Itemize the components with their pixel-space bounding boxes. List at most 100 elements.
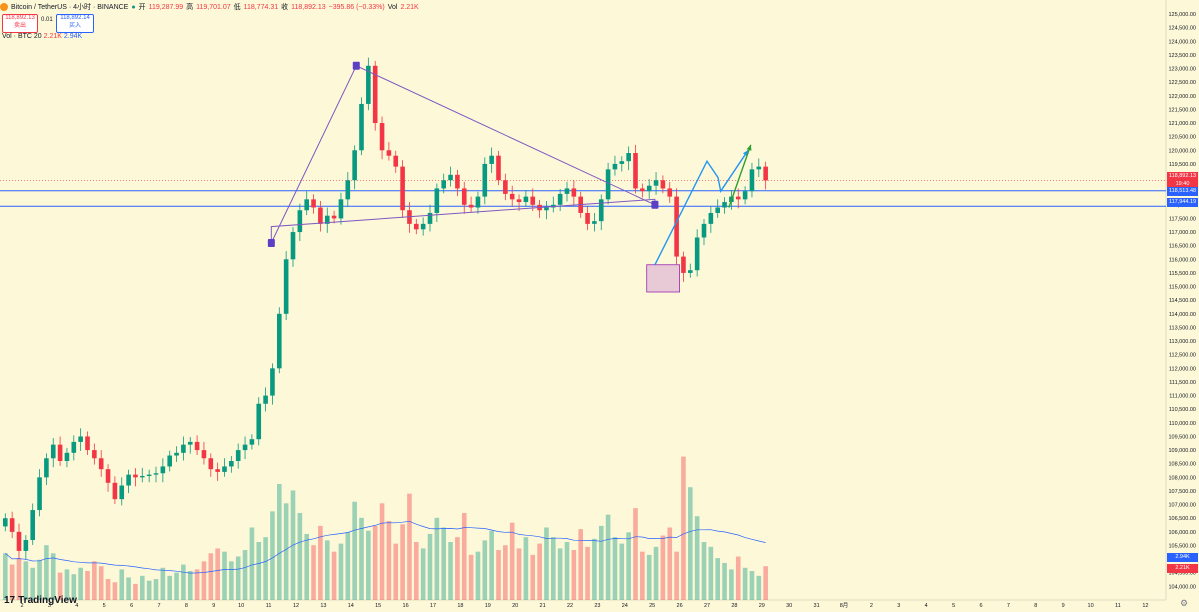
candle-body: [359, 103, 364, 151]
candle-body: [489, 155, 494, 164]
candle-body: [660, 180, 666, 189]
candle-body: [688, 270, 693, 273]
candle-body: [311, 199, 316, 208]
price-tick-label: 107,000.00: [1168, 503, 1196, 509]
projection-arrow-blue: [654, 149, 749, 266]
candle-body: [64, 452, 70, 461]
candle-body: [701, 223, 707, 238]
time-tick-label: 24: [622, 603, 628, 609]
volume-bar: [516, 548, 522, 600]
volume-bar: [85, 571, 90, 600]
price-tick-label: 104,000.00: [1168, 584, 1196, 590]
price-tick-label: 111,500.00: [1169, 380, 1196, 386]
candle-body: [749, 169, 755, 192]
price-tick-label: 123,000.00: [1168, 67, 1196, 73]
candle-body: [78, 436, 83, 442]
candle-body: [633, 153, 638, 189]
volume-bar: [249, 527, 255, 600]
time-tick-label: 4: [75, 603, 78, 609]
volume-bar: [619, 543, 625, 600]
pattern-point-marker: [352, 61, 360, 70]
volume-ma-line: [5, 520, 766, 574]
candles: [3, 57, 768, 560]
brand-name: TradingView: [18, 595, 77, 606]
time-tick-label: 28: [731, 603, 737, 609]
candle-body: [92, 450, 97, 459]
volume-bar: [729, 569, 734, 600]
volume-ma-label: 2.94K: [1167, 553, 1198, 562]
time-tick-label: 8月: [840, 602, 849, 609]
candle-body: [516, 199, 522, 203]
candle-body: [694, 237, 700, 271]
high-label: 高: [186, 4, 194, 11]
volume-bar: [551, 537, 556, 600]
tradingview-logo[interactable]: 17 TradingView: [4, 595, 77, 606]
time-tick-label: 5: [952, 603, 955, 609]
time-tick-label: 7: [1007, 603, 1010, 609]
candle-body: [427, 212, 433, 224]
tradingview-icon: 17: [4, 595, 16, 606]
spread-value: 0.01: [41, 17, 53, 23]
volume-legend: Vol · BTC 20 2.21K 2.94K: [2, 33, 82, 40]
candle-body: [187, 441, 193, 445]
candle-body: [44, 458, 49, 478]
pattern-point-marker: [651, 200, 659, 209]
candle-body: [708, 212, 714, 224]
time-tick-label: 12: [293, 603, 299, 609]
volume-bar: [420, 548, 426, 600]
volume-bar: [229, 561, 234, 600]
buy-price: 118,892.14: [60, 15, 90, 21]
candle-body: [133, 474, 138, 478]
candle-body: [242, 444, 248, 451]
candle-body: [386, 150, 392, 156]
candle-body: [263, 395, 268, 404]
volume-bar: [71, 574, 77, 600]
volume-bar: [475, 551, 481, 600]
status-dot-icon: ●: [131, 3, 136, 11]
bitcoin-icon: [0, 3, 8, 11]
candle-body: [249, 439, 255, 445]
candle-body: [174, 452, 179, 456]
volume-bar: [181, 564, 186, 600]
candle-body: [50, 444, 56, 459]
volume-bar: [633, 508, 638, 600]
candle-body: [496, 155, 501, 181]
vol-label: Vol: [387, 3, 398, 11]
time-tick-label: 20: [512, 603, 518, 609]
volume-bar: [434, 517, 440, 600]
volume-bar: [523, 537, 529, 600]
price-tick-label: 117,000.00: [1169, 230, 1196, 236]
close-label: 收: [281, 4, 289, 11]
candle-body: [372, 65, 378, 124]
sell-button[interactable]: 118,892.13 卖出: [2, 14, 38, 33]
time-tick-label: 11: [266, 603, 272, 609]
volume-bar: [503, 545, 508, 600]
price-tick-label: 109,000.00: [1168, 448, 1196, 454]
volume-bar: [187, 571, 193, 600]
volume-bar: [215, 548, 220, 600]
time-tick-label: 5: [103, 603, 106, 609]
volume-bar: [133, 583, 138, 600]
symbol-title[interactable]: Bitcoin / TetherUS · 4小时 · BINANCE: [11, 4, 129, 11]
legend-header: Bitcoin / TetherUS · 4小时 · BINANCE ● 开 11…: [0, 0, 422, 14]
volume-bar: [688, 487, 693, 600]
candle-body: [331, 215, 337, 219]
candle-body: [626, 153, 631, 162]
countdown: 19:40: [1175, 181, 1190, 187]
buy-button[interactable]: 118,892.14 买入: [56, 14, 94, 33]
volume-bar: [44, 545, 49, 600]
volume-bar: [242, 550, 248, 600]
volume-legend-label: Vol · BTC 20: [2, 33, 42, 40]
current-price: 118,892.13: [1168, 173, 1197, 179]
candle-body: [448, 174, 453, 181]
volume-bar: [112, 582, 118, 600]
volume-bar: [277, 484, 282, 600]
candle-body: [270, 368, 275, 396]
price-tick-label: 112,000.00: [1169, 366, 1196, 372]
candle-body: [366, 65, 371, 104]
volume-bar: [78, 567, 83, 600]
time-tick-label: 3: [897, 603, 900, 609]
candle-body: [393, 155, 399, 167]
settings-gear-icon[interactable]: ⚙: [1180, 598, 1189, 608]
